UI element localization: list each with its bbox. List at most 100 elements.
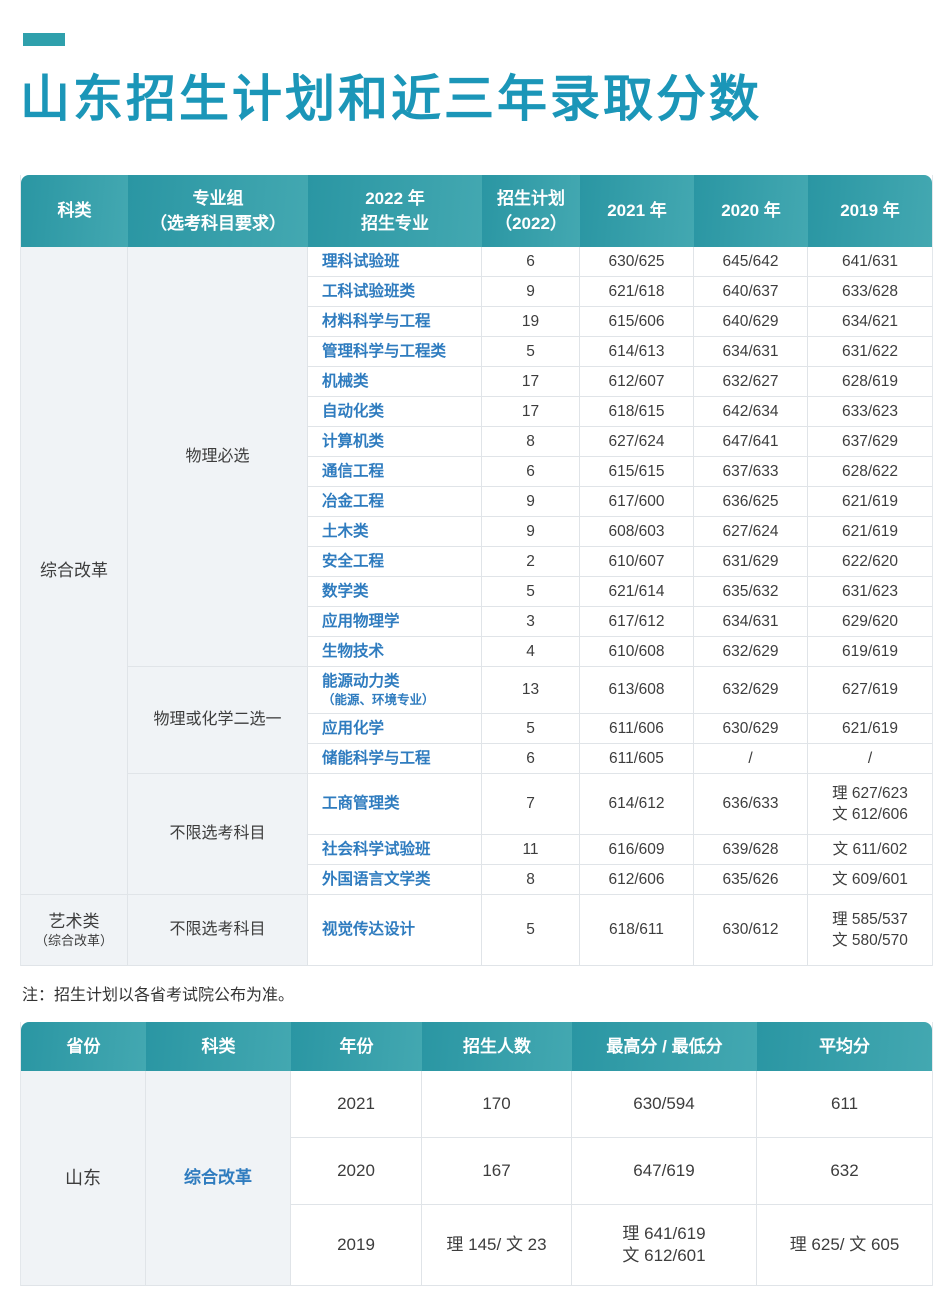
plan-2022-cell: 8 xyxy=(482,426,580,457)
plan-2022-cell: 11 xyxy=(482,834,580,865)
score-2021-cell: 621/614 xyxy=(580,576,694,607)
scores-cell-line: 理 641/619 xyxy=(622,1223,706,1243)
col-header-scores: 最高分 / 最低分 xyxy=(572,1021,757,1071)
count-cell: 167 xyxy=(422,1137,572,1205)
scores-cell-line: 文 612/601 xyxy=(622,1245,706,1265)
admissions-table-body: 综合改革 物理必选 理科试验班 6 630/625 645/642 641/631 工科试验班… xyxy=(21,246,932,966)
plan-2022-cell: 6 xyxy=(482,743,580,774)
score-2021-cell: 611/605 xyxy=(580,743,694,774)
major-cell: 土木类 xyxy=(308,516,482,547)
plan-2022-cell: 4 xyxy=(482,636,580,667)
score-2021-cell: 615/606 xyxy=(580,306,694,337)
score-2020-cell: 634/631 xyxy=(694,606,808,637)
col-header-2021: 2021 年 xyxy=(580,174,694,247)
col-header-plan-line2: （2022） xyxy=(495,213,567,233)
score-2021-cell: 610/607 xyxy=(580,546,694,577)
score-2021-cell: 615/615 xyxy=(580,456,694,487)
col-header-count: 招生人数 xyxy=(422,1021,572,1071)
plan-2022-cell: 3 xyxy=(482,606,580,637)
admissions-row: 土木类 9 608/603 627/624 621/619 xyxy=(21,516,932,547)
score-2019-cell: 629/620 xyxy=(808,606,932,637)
score-2021-cell: 621/618 xyxy=(580,276,694,307)
requirement-cell: 不限选考科目 xyxy=(128,894,308,966)
score-2020-cell: 636/625 xyxy=(694,486,808,517)
score-2020-cell: 630/629 xyxy=(694,713,808,744)
score-2021-cell: 614/612 xyxy=(580,773,694,835)
col-header-2020: 2020 年 xyxy=(694,174,808,247)
admissions-table-head: 科类 专业组 （选考科目要求） 2022 年 招生专业 招生计划 （2022） … xyxy=(21,174,932,247)
admissions-row: 计算机类 8 627/624 647/641 637/629 xyxy=(21,426,932,457)
major-cell: 机械类 xyxy=(308,366,482,397)
province-row: 山东 综合改革 2021 170 630/594 611 xyxy=(21,1070,932,1286)
header-row: 科类 专业组 （选考科目要求） 2022 年 招生专业 招生计划 （2022） … xyxy=(21,174,932,247)
score-2019-cell: 622/620 xyxy=(808,546,932,577)
scores-cell: 理 641/619 文 612/601 xyxy=(572,1204,757,1286)
score-2021-cell: 627/624 xyxy=(580,426,694,457)
score-2021-cell: 618/615 xyxy=(580,396,694,427)
admissions-row: 管理科学与工程类 5 614/613 634/631 631/622 xyxy=(21,336,932,367)
score-2021-cell: 612/607 xyxy=(580,366,694,397)
score-2020-cell: 647/641 xyxy=(694,426,808,457)
page-title: 山东招生计划和近三年录取分数 xyxy=(20,71,762,127)
score-2019-cell: 628/619 xyxy=(808,366,932,397)
score-2020-cell: 632/629 xyxy=(694,666,808,714)
admissions-row: 自动化类 17 618/615 642/634 633/623 xyxy=(21,396,932,427)
major-cell: 自动化类 xyxy=(308,396,482,427)
admissions-row: 外国语言文学类 8 612/606 635/626 文 609/601 xyxy=(21,864,932,895)
admissions-row: 通信工程 6 615/615 637/633 628/622 xyxy=(21,456,932,487)
province-summary-table: 省份 科类 年份 招生人数 最高分 / 最低分 平均分 山东 综合改革 2021 17… xyxy=(20,1021,933,1286)
requirement-cell: 物理必选 xyxy=(128,246,308,667)
major-cell: 材料科学与工程 xyxy=(308,306,482,337)
admissions-row: 冶金工程 9 617/600 636/625 621/619 xyxy=(21,486,932,517)
score-2020-cell: / xyxy=(694,743,808,774)
score-2019-cell: 619/619 xyxy=(808,636,932,667)
year-cell: 2020 xyxy=(291,1137,422,1205)
plan-2022-cell: 8 xyxy=(482,864,580,895)
col-header-year: 年份 xyxy=(291,1021,422,1071)
score-2019-cell-line: 理 627/623 xyxy=(832,784,908,802)
plan-2022-cell: 17 xyxy=(482,366,580,397)
province-header-row: 省份 科类 年份 招生人数 最高分 / 最低分 平均分 xyxy=(21,1021,932,1071)
major-cell: 应用化学 xyxy=(308,713,482,744)
admissions-row: 储能科学与工程 6 611/605// xyxy=(21,743,932,774)
admissions-row: 数学类 5 621/614 635/632 631/623 xyxy=(21,576,932,607)
col-header-group: 专业组 （选考科目要求） xyxy=(128,174,308,247)
plan-2022-cell: 5 xyxy=(482,894,580,966)
major-cell: 冶金工程 xyxy=(308,486,482,517)
score-2021-cell: 616/609 xyxy=(580,834,694,865)
col-header-group-line2: （选考科目要求） xyxy=(150,213,286,233)
score-2019-cell: 634/621 xyxy=(808,306,932,337)
plan-2022-cell: 5 xyxy=(482,336,580,367)
score-2019-cell: 641/631 xyxy=(808,246,932,277)
score-2021-cell: 617/600 xyxy=(580,486,694,517)
province-table-head: 省份 科类 年份 招生人数 最高分 / 最低分 平均分 xyxy=(21,1021,932,1071)
col-header-2019: 2019 年 xyxy=(808,174,932,247)
score-2021-cell: 613/608 xyxy=(580,666,694,714)
score-2019-cell: 621/619 xyxy=(808,486,932,517)
major-cell: 储能科学与工程 xyxy=(308,743,482,774)
major-cell: 管理科学与工程类 xyxy=(308,336,482,367)
plan-2022-cell: 17 xyxy=(482,396,580,427)
scores-cell: 647/619 xyxy=(572,1137,757,1205)
plan-2022-cell: 5 xyxy=(482,576,580,607)
score-2020-cell: 631/629 xyxy=(694,546,808,577)
avg-cell: 632 xyxy=(757,1137,932,1205)
admissions-row: 工科试验班类 9 621/618 640/637 633/628 xyxy=(21,276,932,307)
score-2019-cell: 理 627/623 文 612/606 xyxy=(808,773,932,835)
score-2020-cell: 639/628 xyxy=(694,834,808,865)
score-2019-cell: 621/619 xyxy=(808,516,932,547)
col-header-major-line2: 招生专业 xyxy=(361,213,429,233)
col-header-province-category: 科类 xyxy=(146,1021,291,1071)
category-cell: 综合改革 xyxy=(21,246,128,895)
category-cell-main: 艺术类 xyxy=(48,911,100,931)
plan-2022-cell: 2 xyxy=(482,546,580,577)
score-2020-cell: 645/642 xyxy=(694,246,808,277)
province-cell: 山东 xyxy=(21,1070,146,1286)
score-2020-cell: 635/632 xyxy=(694,576,808,607)
plan-2022-cell: 6 xyxy=(482,246,580,277)
major-cell: 理科试验班 xyxy=(308,246,482,277)
major-cell: 通信工程 xyxy=(308,456,482,487)
score-2021-cell: 618/611 xyxy=(580,894,694,966)
col-header-avg: 平均分 xyxy=(757,1021,932,1071)
plan-2022-cell: 7 xyxy=(482,773,580,835)
